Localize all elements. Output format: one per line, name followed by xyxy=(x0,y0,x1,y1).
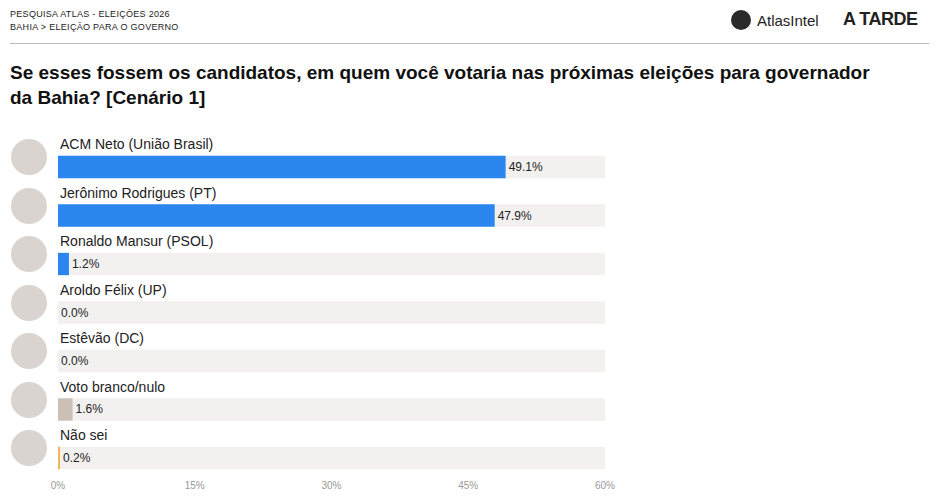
svg-text:45%: 45% xyxy=(458,480,478,491)
svg-text:0.0%: 0.0% xyxy=(61,306,89,320)
html-text:A TARDE: A TARDE xyxy=(843,9,918,29)
svg-text:49.1%: 49.1% xyxy=(509,160,543,174)
svg-text:60%: 60% xyxy=(595,480,615,491)
html-text:PESQUISA ATLAS - ELEIÇÕES 2026: PESQUISA ATLAS - ELEIÇÕES 2026 xyxy=(10,9,170,19)
svg-text:Voto branco/nulo: Voto branco/nulo xyxy=(60,379,165,395)
svg-text:0%: 0% xyxy=(51,480,66,491)
svg-text:Jerônimo Rodrigues (PT): Jerônimo Rodrigues (PT) xyxy=(60,185,216,201)
svg-text:1.2%: 1.2% xyxy=(72,257,100,271)
html-text:AtlasIntel: AtlasIntel xyxy=(757,11,819,29)
svg-text:ACM Neto (União Brasil): ACM Neto (União Brasil) xyxy=(60,136,213,152)
svg-text:Ronaldo Mansur (PSOL): Ronaldo Mansur (PSOL) xyxy=(60,233,213,249)
svg-text:1.6%: 1.6% xyxy=(76,402,104,416)
svg-text:30%: 30% xyxy=(321,480,341,491)
html-text:Se esses fossem os candidatos,: Se esses fossem os candidatos, em quem v… xyxy=(10,62,870,108)
svg-text:47.9%: 47.9% xyxy=(498,209,532,223)
svg-text:Não sei: Não sei xyxy=(60,427,107,443)
svg-text:0.0%: 0.0% xyxy=(61,354,89,368)
svg-text:Aroldo Félix (UP): Aroldo Félix (UP) xyxy=(60,282,167,298)
svg-text:Estêvão (DC): Estêvão (DC) xyxy=(60,330,144,346)
html-text:BAHIA > ELEIÇÃO PARA O GOVERNO: BAHIA > ELEIÇÃO PARA O GOVERNO xyxy=(10,22,179,32)
svg-text:0.2%: 0.2% xyxy=(63,451,91,465)
svg-text:15%: 15% xyxy=(185,480,205,491)
